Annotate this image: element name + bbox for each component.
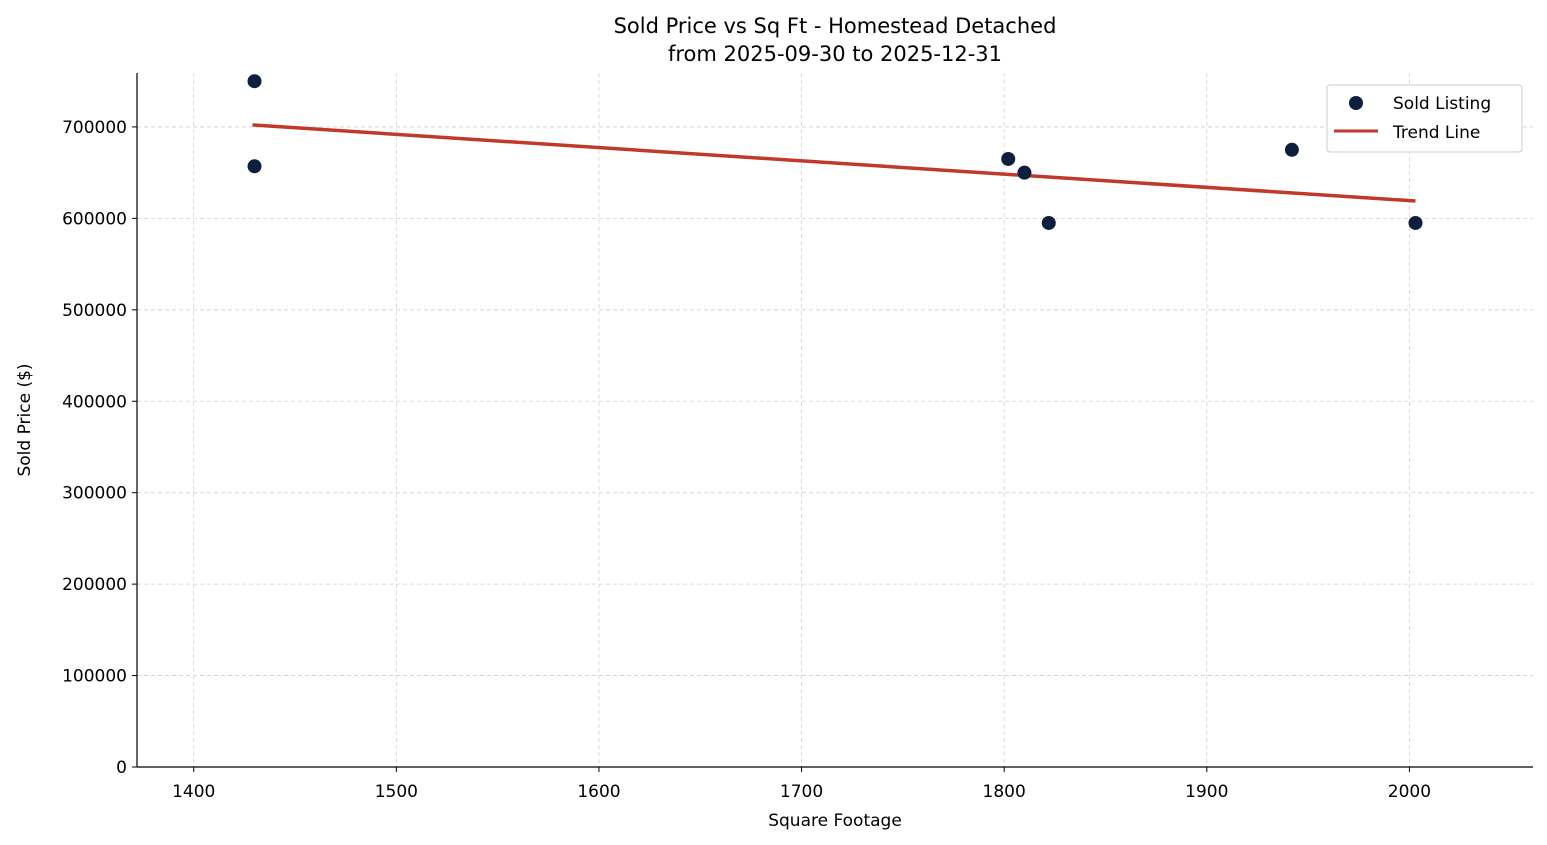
data-point — [1408, 215, 1423, 230]
x-axis-label: Square Footage — [768, 811, 902, 831]
ticks: 1400 1500 1600 1700 1800 1900 2000 0 100000 20000… — [62, 118, 1431, 802]
chart-title: Sold Price vs Sq Ft - Homestead Detached — [614, 14, 1057, 38]
x-tick-label: 1600 — [577, 782, 620, 802]
legend-label-trend-line: Trend Line — [1392, 123, 1480, 143]
data-point — [1041, 215, 1056, 230]
trend-line — [252, 123, 1416, 203]
y-tick-label: 400000 — [62, 392, 127, 412]
x-tick-label: 1800 — [983, 782, 1026, 802]
y-tick-label: 500000 — [62, 301, 127, 321]
y-tick-label: 300000 — [62, 484, 127, 504]
x-tick-label: 1400 — [172, 782, 215, 802]
y-tick-label: 700000 — [62, 118, 127, 138]
x-tick-label: 1700 — [780, 782, 823, 802]
y-tick-label: 200000 — [62, 575, 127, 595]
data-point — [1017, 165, 1032, 180]
data-point — [247, 159, 262, 174]
x-tick-label: 1500 — [375, 782, 418, 802]
marks — [247, 74, 1423, 230]
y-tick-label: 0 — [116, 758, 127, 778]
legend-box — [1326, 84, 1523, 153]
y-tick-label: 600000 — [62, 209, 127, 229]
legend-label-sold-listing: Sold Listing — [1393, 94, 1491, 114]
data-point — [1284, 142, 1299, 157]
x-tick-label: 1900 — [1185, 782, 1228, 802]
data-point — [1001, 151, 1016, 166]
grid — [137, 73, 1533, 768]
legend-scatter-marker — [1349, 96, 1363, 110]
y-tick-label: 100000 — [62, 667, 127, 687]
chart-subtitle: from 2025-09-30 to 2025-12-31 — [668, 42, 1002, 66]
legend: Sold Listing Trend Line — [1326, 84, 1523, 153]
y-axis-label: Sold Price ($) — [15, 363, 35, 476]
x-tick-label: 2000 — [1388, 782, 1431, 802]
data-point — [247, 74, 262, 89]
